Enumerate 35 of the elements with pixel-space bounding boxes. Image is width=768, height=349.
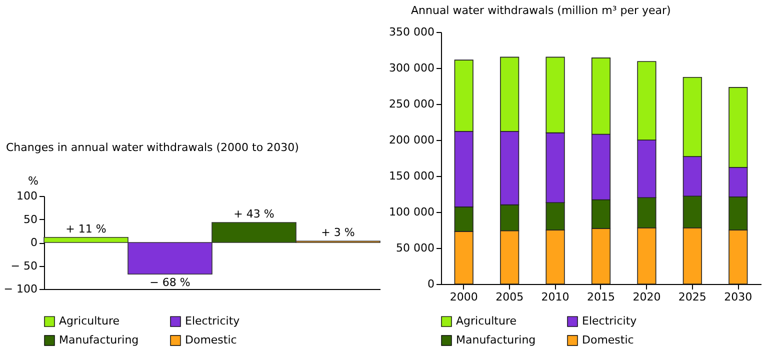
y-tick-label: 300 000 [389,62,434,74]
legend-label: Electricity [185,314,240,328]
legend-label: Electricity [582,314,638,328]
y-tick-label: 0 [30,236,38,249]
y-tick-label: 50 000 [396,242,434,254]
y-tick-label: 350 000 [389,26,434,38]
x-tick-label: 2015 [587,290,615,304]
x-tick-label: 2000 [450,290,478,304]
data-label: + 11 % [66,222,106,236]
data-label: − 68 % [150,276,190,290]
legend-label: Agriculture [59,314,120,328]
legend-label: Domestic [582,334,634,346]
y-tick-label: 150 000 [389,170,434,182]
y-axis-title: % [28,174,38,188]
data-label: + 3 % [321,226,355,240]
data-label: + 43 % [234,208,274,221]
y-tick-label: 100 [16,190,38,202]
y-tick-label: − 100 [4,282,38,296]
y-tick-label: 0 [428,278,434,290]
x-tick-label: 2030 [724,290,752,304]
x-tick-label: 2025 [678,290,706,304]
y-tick-label: − 50 [10,259,38,272]
x-tick-label: 2005 [496,290,524,304]
y-tick-label: 200 000 [389,134,434,146]
legend-label: Manufacturing [456,334,536,346]
legend-label: Domestic [185,334,237,346]
x-tick-label: 2010 [541,290,570,304]
x-tick-label: 2020 [632,290,661,304]
y-tick-label: 100 000 [389,206,434,218]
y-tick-label: 50 [24,212,38,226]
legend-label: Agriculture [456,314,517,328]
chart-title: Changes in annual water withdrawals (2000 to 2030) [6,141,299,154]
legend-label: Manufacturing [59,334,139,346]
y-tick-label: 250 000 [389,98,434,110]
chart-title: Annual water withdrawals (million m³ per year) [411,4,671,17]
